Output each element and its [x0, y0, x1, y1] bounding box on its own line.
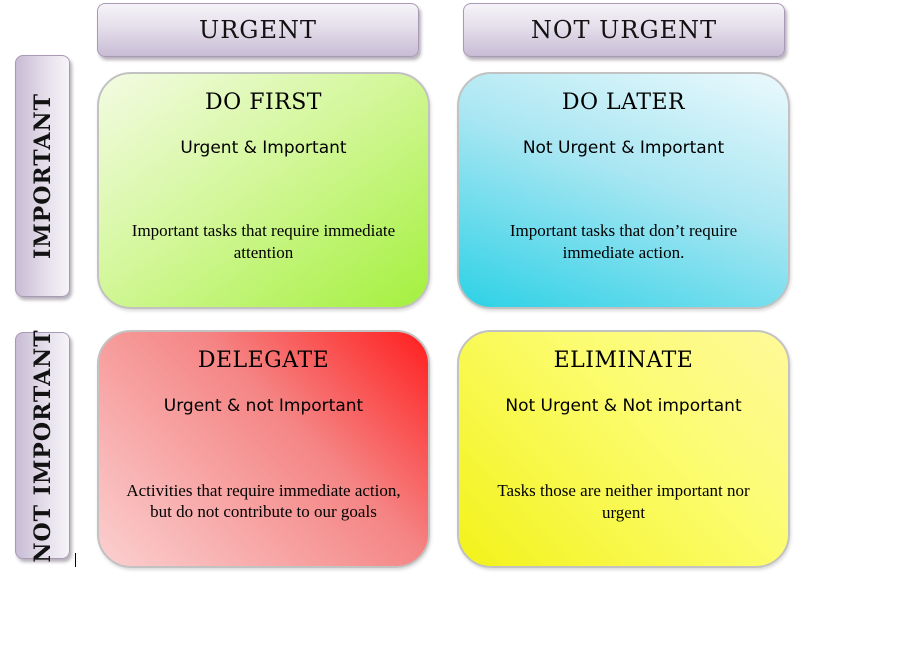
quadrant-do-later: DO LATER Not Urgent & Important Importan…	[457, 72, 790, 309]
row-header-not-important: NOT IMPORTANT	[15, 328, 70, 563]
column-header-urgent: URGENT	[97, 3, 419, 57]
column-header-not-urgent-label: NOT URGENT	[530, 16, 718, 44]
quadrant-description: Tasks those are neither important nor ur…	[497, 481, 750, 522]
row-header-important-label: IMPORTANT	[29, 93, 56, 259]
quadrant-title: ELIMINATE	[553, 348, 694, 373]
quadrant-subtitle: Urgent & not Important	[163, 396, 364, 416]
quadrant-description: Important tasks that don’t require immed…	[509, 221, 738, 262]
quadrant-eliminate: ELIMINATE Not Urgent & Not important Tas…	[457, 330, 790, 568]
quadrant-title: DELEGATE	[197, 348, 330, 373]
quadrant-subtitle: Not Urgent & Not important	[505, 396, 742, 416]
quadrant-title: DO LATER	[561, 90, 686, 115]
quadrant-delegate: DELEGATE Urgent & not Important Activiti…	[97, 330, 430, 568]
quadrant-subtitle: Urgent & Important	[180, 138, 347, 158]
row-header-important: IMPORTANT	[15, 55, 70, 297]
column-header-urgent-label: URGENT	[199, 16, 317, 44]
quadrant-do-first: DO FIRST Urgent & Important Important ta…	[97, 72, 430, 309]
row-header-not-important-label: NOT IMPORTANT	[29, 328, 56, 563]
text-cursor	[75, 553, 76, 567]
quadrant-subtitle: Not Urgent & Important	[522, 138, 725, 158]
column-header-not-urgent: NOT URGENT	[463, 3, 785, 57]
quadrant-description: Activities that require immediate action…	[126, 481, 401, 521]
quadrant-description: Important tasks that require immediate a…	[131, 221, 396, 262]
quadrant-title: DO FIRST	[205, 90, 322, 115]
